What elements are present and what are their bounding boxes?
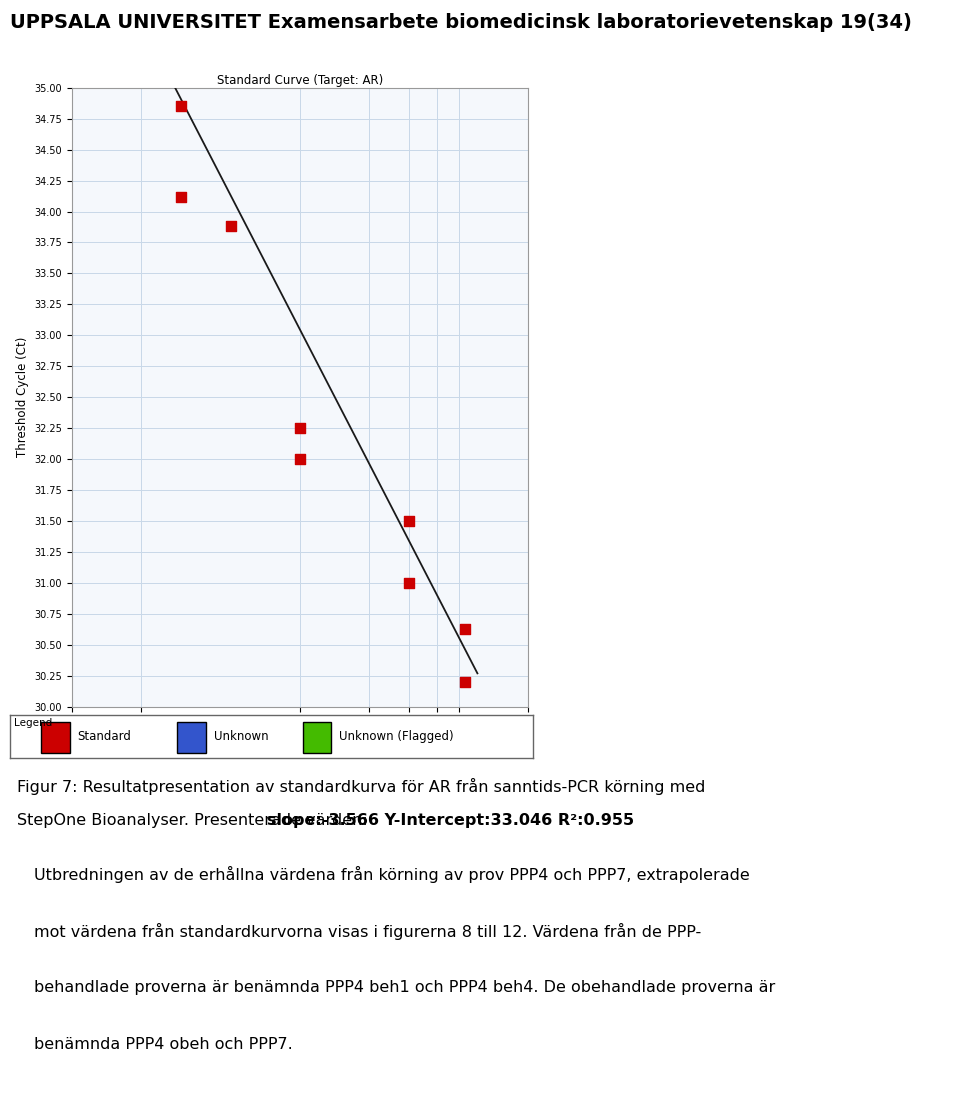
FancyBboxPatch shape xyxy=(302,721,331,753)
Text: Figur 7: Resultatpresentation av standardkurva för AR från sanntids-PCR körning : Figur 7: Resultatpresentation av standar… xyxy=(17,778,706,796)
Point xyxy=(458,673,473,690)
FancyBboxPatch shape xyxy=(177,721,205,753)
Text: benämnda PPP4 obeh och PPP7.: benämnda PPP4 obeh och PPP7. xyxy=(34,1037,293,1052)
Point xyxy=(292,450,307,468)
FancyBboxPatch shape xyxy=(41,721,70,753)
Text: Unknown (Flagged): Unknown (Flagged) xyxy=(339,730,454,743)
Point xyxy=(458,620,473,638)
Text: behandlade proverna är benämnda PPP4 beh1 och PPP4 beh4. De obehandlade proverna: behandlade proverna är benämnda PPP4 beh… xyxy=(34,980,775,995)
Text: Standard: Standard xyxy=(78,730,132,743)
Point xyxy=(401,574,417,592)
Text: mot värdena från standardkurvorna visas i figurerna 8 till 12. Värdena från de P: mot värdena från standardkurvorna visas … xyxy=(34,923,701,940)
Text: StepOne Bioanalyser. Presenterade värden:: StepOne Bioanalyser. Presenterade värden… xyxy=(17,813,373,829)
Point xyxy=(292,420,307,437)
Text: UPPSALA UNIVERSITET Examensarbete biomedicinsk laboratorievetenskap 19(34): UPPSALA UNIVERSITET Examensarbete biomed… xyxy=(10,13,911,32)
Text: slope:-3.566 Y-Intercept:33.046 R²:0.955: slope:-3.566 Y-Intercept:33.046 R²:0.955 xyxy=(267,813,635,829)
Point xyxy=(173,98,188,115)
Point xyxy=(401,512,417,529)
Text: Unknown: Unknown xyxy=(214,730,268,743)
X-axis label: Quantity (Copies): Quantity (Copies) xyxy=(248,732,352,745)
Point xyxy=(173,187,188,205)
Text: Utbredningen av de erhållna värdena från körning av prov PPP4 och PPP7, extrapol: Utbredningen av de erhållna värdena från… xyxy=(34,866,750,883)
Point xyxy=(224,218,239,236)
Title: Standard Curve (Target: AR): Standard Curve (Target: AR) xyxy=(217,73,383,87)
Text: Legend: Legend xyxy=(13,718,52,728)
Y-axis label: Threshold Cycle (Ct): Threshold Cycle (Ct) xyxy=(16,338,29,457)
